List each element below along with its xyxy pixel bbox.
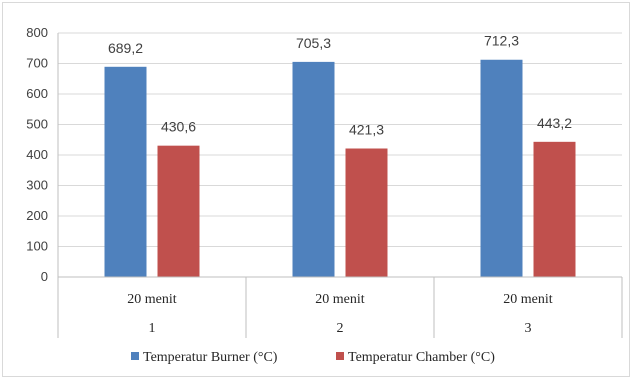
- legend-entry: Temperatur Chamber (°C): [348, 350, 495, 365]
- data-label: 443,2: [537, 115, 572, 131]
- y-tick-label: 200: [26, 208, 48, 223]
- y-axis-ticks: 0 100 200 300 400 500 600 700 800: [26, 25, 48, 284]
- y-tick-label: 700: [26, 56, 48, 71]
- category-group-label: 1: [149, 321, 156, 336]
- data-label: 705,3: [296, 35, 331, 51]
- legend-swatch: [131, 352, 139, 360]
- bar: [480, 59, 523, 277]
- y-tick-label: 100: [26, 239, 48, 254]
- category-group-label: 3: [525, 321, 532, 336]
- data-label: 689,2: [108, 40, 143, 56]
- bar: [292, 61, 335, 277]
- y-tick-label: 800: [26, 25, 48, 40]
- data-label: 712,3: [484, 33, 519, 49]
- category-label: 20 menit: [503, 292, 552, 307]
- y-tick-label: 600: [26, 86, 48, 101]
- legend: Temperatur Burner (°C) Temperatur Chamber…: [131, 350, 495, 365]
- data-label: 430,6: [161, 119, 196, 135]
- legend-swatch: [336, 352, 344, 360]
- y-tick-label: 0: [41, 269, 48, 284]
- data-label: 421,3: [349, 122, 384, 138]
- bar: [104, 66, 147, 277]
- category-label: 20 menit: [127, 292, 176, 307]
- legend-entry: Temperatur Burner (°C): [143, 350, 278, 365]
- x-axis-table: 20 menit 1 20 menit 2 20 menit 3: [57, 276, 623, 338]
- bars: [104, 59, 576, 277]
- category-group-label: 2: [337, 321, 344, 336]
- data-labels: 689,2 430,6 705,3 421,3 712,3 443,2: [108, 33, 572, 138]
- category-label: 20 menit: [315, 292, 364, 307]
- y-tick-label: 300: [26, 178, 48, 193]
- gridlines: [57, 32, 622, 277]
- bar: [157, 145, 200, 277]
- y-tick-label: 500: [26, 117, 48, 132]
- bar: [345, 148, 388, 277]
- bar: [533, 141, 576, 277]
- y-tick-label: 400: [26, 147, 48, 162]
